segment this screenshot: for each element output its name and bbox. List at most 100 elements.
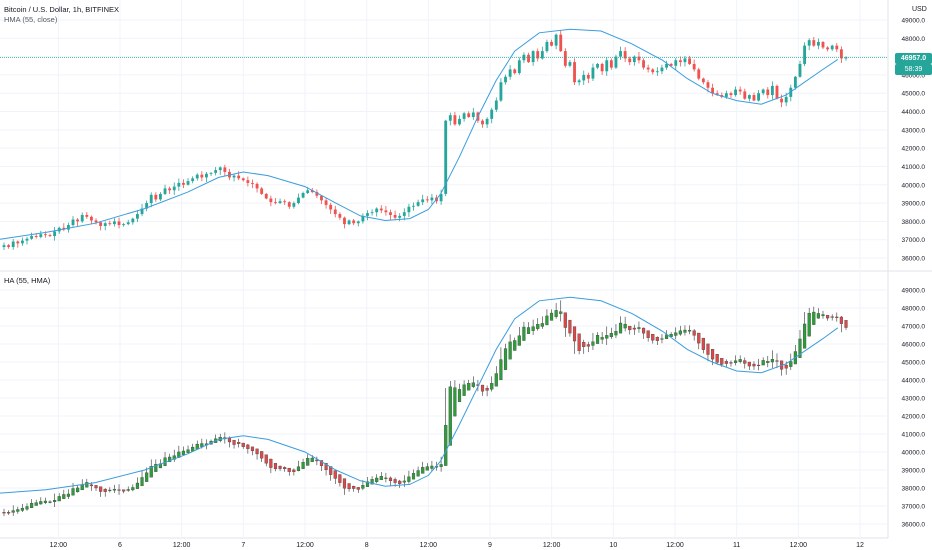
candle-body: [324, 200, 328, 205]
candle-body: [821, 41, 825, 48]
candle-body: [329, 204, 333, 210]
candle-body: [76, 219, 80, 222]
x-tick-label: 12:00: [420, 542, 438, 549]
ha-candle-body: [839, 316, 843, 324]
ha-candle-body: [250, 446, 255, 452]
candle-body: [389, 212, 392, 215]
candle-body: [7, 245, 11, 248]
ha-candle-body: [669, 334, 673, 337]
ha-candle-body: [255, 448, 259, 455]
candle-body: [241, 178, 245, 181]
hma-line: [0, 28, 839, 240]
candle-body: [669, 63, 673, 66]
ha-candle-body: [112, 489, 117, 491]
ha-candle-body: [784, 364, 788, 369]
ha-candle-body: [605, 335, 609, 339]
ha-candle-body: [591, 341, 595, 346]
candle-body: [297, 197, 300, 204]
ha-candle-body: [264, 454, 268, 464]
candle-body: [136, 214, 139, 219]
candle-body: [393, 214, 397, 218]
ha-candle-body: [103, 488, 107, 492]
ha-candle-body: [494, 373, 498, 387]
ha-candle-body: [43, 500, 47, 503]
ha-candle-body: [448, 386, 452, 446]
candle-body: [678, 60, 682, 63]
candle-body: [218, 167, 222, 171]
ha-candle-body: [411, 473, 416, 480]
x-tick-label: 12:00: [790, 542, 808, 549]
ha-candle-body: [522, 326, 526, 341]
ha-candle-body: [757, 364, 761, 366]
ha-candle-body: [260, 451, 264, 459]
ha-candle-body: [145, 472, 149, 482]
candle-body: [338, 214, 342, 218]
candle-body: [738, 89, 742, 92]
y-tick-label: 43000.0: [902, 396, 926, 403]
hma-indicator-label[interactable]: HMA (55, close): [4, 15, 58, 24]
candle-body: [264, 193, 268, 199]
ha-candle-body: [835, 316, 839, 318]
candle-body: [209, 172, 213, 174]
ha-candle-body: [379, 475, 383, 481]
candle-body: [504, 76, 507, 83]
ha-candle-body: [361, 485, 365, 489]
ha-candle-body: [11, 510, 15, 513]
ha-candle-body: [310, 457, 314, 462]
y-tick-label: 39000.0: [902, 201, 926, 208]
ha-candle-body: [425, 466, 429, 471]
ha-candle-body: [508, 341, 512, 360]
y-tick-label: 39000.0: [902, 468, 926, 475]
ha-candle-body: [614, 331, 618, 336]
ha-candle-body: [2, 512, 6, 514]
x-tick-label: 12: [856, 542, 864, 549]
candle-body: [715, 93, 719, 96]
ha-candle-body: [499, 359, 503, 381]
candle-body: [347, 220, 351, 225]
ha-candle-body: [572, 326, 577, 342]
y-tick-label: 44000.0: [902, 109, 926, 116]
candle-body: [30, 236, 34, 239]
candle-body: [131, 218, 135, 223]
ha-candle-body: [724, 361, 728, 364]
candle-body: [375, 208, 379, 213]
ha-candle-body: [53, 500, 57, 502]
x-tick-label: 8: [365, 542, 369, 549]
y-tick-label: 45000.0: [902, 91, 926, 98]
candle-body: [384, 210, 388, 213]
y-tick-label: 36000.0: [902, 522, 926, 529]
ha-candle-body: [752, 363, 756, 367]
ha-candle-body: [692, 330, 696, 336]
y-tick-label: 48000.0: [902, 36, 926, 43]
candle-body: [517, 60, 521, 74]
y-tick-label: 43000.0: [902, 127, 926, 134]
ha-candle-body: [490, 383, 494, 390]
candle-body: [591, 67, 595, 79]
ha-candle-body: [545, 315, 549, 326]
candle-body: [112, 221, 116, 225]
ha-candle-body: [761, 360, 765, 366]
ha-candle-body: [181, 450, 186, 455]
ha-candle-body: [237, 442, 241, 444]
candle-body: [287, 202, 291, 207]
candle-body: [554, 34, 558, 46]
ha-candle-body: [393, 479, 397, 483]
ha-indicator-label[interactable]: HA (55, HMA): [4, 276, 51, 285]
ha-candle-body: [582, 342, 586, 347]
candle-body: [223, 167, 227, 172]
y-tick-label: 45000.0: [902, 360, 926, 367]
candle-body: [655, 71, 659, 73]
ha-candle-body: [57, 496, 61, 502]
candle-body: [283, 201, 287, 203]
ha-candle-body: [733, 360, 738, 363]
candle-body: [784, 96, 788, 103]
hma-line: [0, 296, 839, 494]
ha-candle-body: [798, 338, 802, 358]
ha-candle-body: [283, 467, 287, 470]
candle-body: [706, 82, 710, 88]
candle-body: [333, 209, 337, 215]
candle-body: [126, 222, 130, 225]
ha-candle-body: [706, 343, 710, 355]
candle-body: [237, 175, 241, 179]
